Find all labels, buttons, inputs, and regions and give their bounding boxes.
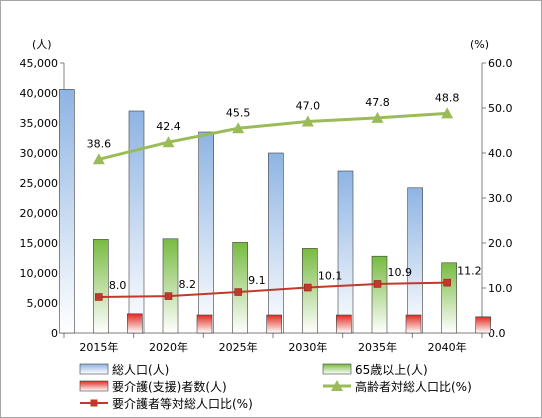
bar — [268, 152, 284, 334]
data-label: 10.9 — [388, 266, 413, 279]
data-label: 48.8 — [435, 91, 460, 104]
data-label: 10.1 — [318, 270, 343, 283]
legend-label: 要介護(支援)者数(人) — [112, 379, 227, 394]
left-tick-label: 20,000 — [20, 207, 59, 220]
line-point — [371, 111, 384, 123]
left-tick-label: 5,000 — [27, 297, 59, 310]
x-tick-label: 2025年 — [219, 340, 258, 354]
x-tick-label: 2040年 — [428, 340, 467, 354]
line-point — [301, 115, 314, 127]
bar — [337, 170, 354, 334]
left-tick-label: 35,000 — [20, 117, 59, 130]
line-point — [92, 153, 105, 165]
data-label: 45.5 — [226, 106, 251, 119]
bar — [162, 238, 179, 334]
bar — [475, 316, 491, 334]
bars — [59, 89, 491, 334]
legend: 総人口(人) 65歳以上(人) 要介護(支援)者数(人) 高齢者対総人口比(%) 要介護… — [79, 363, 472, 411]
line-point — [443, 278, 451, 287]
left-axis-unit: (人) — [32, 38, 52, 51]
right-tick-label: 60.0 — [488, 57, 513, 70]
data-label: 8.0 — [109, 279, 127, 292]
line-point — [304, 283, 312, 292]
right-tick-label: 40.0 — [488, 147, 513, 160]
bar — [232, 242, 248, 334]
legend-swatch — [79, 363, 109, 375]
data-label: 47.0 — [296, 100, 321, 113]
line-point — [441, 107, 454, 119]
bar — [441, 262, 457, 334]
bar — [93, 239, 109, 334]
left-tick-label: 10,000 — [20, 267, 59, 280]
right-tick-label: 20.0 — [488, 237, 513, 250]
series-line — [98, 111, 448, 161]
bar — [371, 255, 388, 334]
data-label: 47.8 — [365, 96, 390, 109]
legend-marker — [331, 380, 343, 391]
data-label: 8.2 — [179, 278, 197, 291]
line-point — [95, 293, 103, 301]
left-tick-label: 40,000 — [20, 87, 59, 100]
data-labels: 38.6 42.4 45.5 47.0 47.8 48.8 8.0 8.2 9.1 10.1 10.… — [87, 91, 482, 292]
lines — [92, 107, 454, 301]
x-tick-label: 2030年 — [288, 340, 327, 354]
legend-label: 要介護者等対総人口比(%) — [112, 396, 253, 411]
right-tick-label: 0.0 — [488, 327, 506, 340]
legend-swatch — [322, 363, 352, 375]
legend-marker — [90, 399, 98, 407]
bar — [198, 131, 214, 334]
left-tick-label: 0 — [51, 327, 58, 340]
right-tick-label: 10.0 — [488, 282, 513, 295]
x-tick-label: 2035年 — [358, 340, 397, 354]
x-tick-label: 2020年 — [149, 340, 188, 354]
left-tick-label: 15,000 — [20, 237, 59, 250]
line-point — [164, 292, 173, 300]
bar — [336, 314, 352, 334]
legend-label: 65歳以上(人) — [355, 363, 428, 377]
bar — [266, 314, 282, 334]
bar — [127, 313, 143, 334]
series-line — [98, 281, 448, 298]
legend-label: 高齢者対総人口比(%) — [355, 379, 472, 394]
right-tick-label: 30.0 — [488, 192, 513, 205]
data-label: 9.1 — [248, 274, 266, 287]
bar — [196, 314, 213, 334]
x-tick-label: 2015年 — [79, 340, 118, 354]
bar — [405, 314, 422, 334]
line-point — [162, 136, 175, 148]
bar — [59, 89, 75, 334]
left-tick-label: 25,000 — [20, 177, 59, 190]
bar — [128, 110, 145, 334]
right-tick-label: 50.0 — [488, 102, 513, 115]
data-label: 11.2 — [457, 265, 482, 278]
line-point — [373, 280, 382, 288]
line-point — [232, 122, 245, 134]
data-label: 38.6 — [87, 137, 112, 150]
legend-swatch — [79, 380, 109, 392]
data-label: 42.4 — [156, 120, 181, 133]
line-point — [234, 288, 242, 296]
left-tick-label: 30,000 — [20, 147, 59, 160]
right-axis-unit: (%) — [470, 38, 489, 51]
legend-label: 総人口(人) — [112, 363, 169, 377]
left-tick-label: 45,000 — [20, 57, 59, 70]
bar — [407, 187, 423, 334]
